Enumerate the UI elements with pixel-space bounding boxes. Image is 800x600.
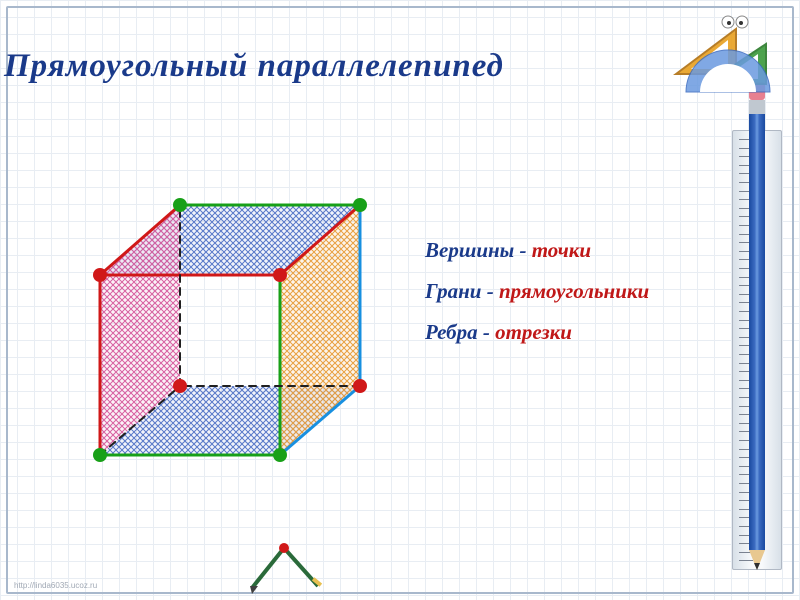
cuboid-vertex (93, 448, 107, 462)
label-faces: Грани - прямоугольники (425, 271, 649, 312)
parallelepiped-diagram (50, 180, 390, 540)
cuboid-vertex (273, 448, 287, 462)
cuboid-vertex (353, 198, 367, 212)
cuboid-vertex (173, 379, 187, 393)
cuboid-vertex (353, 379, 367, 393)
legend-labels: Вершины - точки Грани - прямоугольники Р… (425, 230, 649, 353)
def: отрезки (495, 320, 572, 344)
page-title: Прямоугольный параллелепипед (4, 48, 504, 85)
footer-url: http://linda6035.ucoz.ru (14, 581, 97, 590)
pencil-icon (746, 70, 768, 570)
term: Ребра (425, 320, 478, 344)
cuboid-vertex (93, 268, 107, 282)
label-edges: Ребра - отрезки (425, 312, 649, 353)
compass-icon (240, 540, 330, 596)
cuboid-vertex (273, 268, 287, 282)
term: Вершины (425, 238, 514, 262)
def: прямоугольники (499, 279, 649, 303)
label-vertices: Вершины - точки (425, 230, 649, 271)
cuboid-vertex (173, 198, 187, 212)
term: Грани (425, 279, 481, 303)
drafting-tools-icon (656, 14, 776, 114)
def: точки (532, 238, 591, 262)
